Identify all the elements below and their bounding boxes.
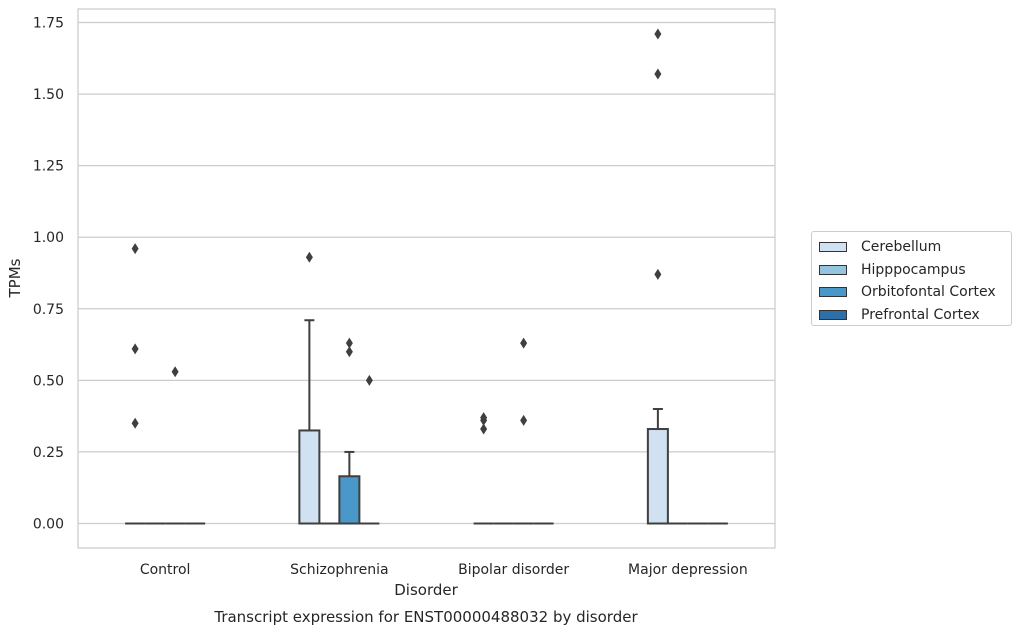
outlier-point	[654, 68, 662, 80]
y-axis-label: TPMs	[6, 258, 24, 298]
outlier-point	[171, 366, 179, 378]
y-tick-label: 1.00	[33, 230, 64, 246]
box-cerebellum	[473, 412, 494, 525]
legend-label: Hipppocampus	[861, 261, 966, 278]
y-tick-label: 0.75	[33, 302, 64, 318]
outlier-point	[480, 414, 488, 426]
grid-lines	[78, 21, 775, 525]
legend-item: Hipppocampus	[818, 259, 1005, 282]
box-body	[646, 428, 669, 525]
x-tick-label: Bipolar disorder	[458, 562, 569, 578]
legend: Cerebellum Hipppocampus Orbitofontal Corte…	[811, 231, 1012, 326]
box-body	[298, 429, 321, 525]
outlier-point	[654, 28, 662, 40]
legend-swatch	[819, 264, 847, 275]
outlier-point	[305, 251, 313, 263]
box-cerebellum	[646, 28, 669, 525]
y-tick-label: 1.75	[33, 16, 64, 32]
legend-label: Orbitofontal Cortex	[861, 284, 996, 301]
box-cerebellum	[298, 251, 321, 525]
x-axis-label: Disorder	[394, 581, 458, 599]
outlier-point	[365, 374, 373, 386]
box-cerebellum	[125, 243, 146, 525]
x-axis-ticks: Control Schizophrenia Bipolar disorder Majo…	[140, 562, 748, 578]
x-tick-label: Schizophrenia	[290, 562, 388, 578]
outlier-point	[520, 337, 528, 349]
box-body	[338, 475, 361, 525]
y-tick-label: 0.50	[33, 373, 64, 389]
chart-caption: Transcript expression for ENST0000048803…	[213, 608, 638, 626]
outlier-point	[345, 346, 353, 358]
y-tick-label: 0.25	[33, 445, 64, 461]
outlier-point	[654, 268, 662, 280]
legend-item: Cerebellum	[818, 236, 1005, 259]
box-orbitofontal-cortex	[338, 337, 361, 525]
outlier-point	[131, 343, 139, 355]
box-plots	[125, 28, 728, 525]
box-orbitofontal-cortex	[513, 337, 534, 525]
outlier-point	[131, 243, 139, 255]
outlier-point	[345, 337, 353, 349]
y-tick-label: 1.25	[33, 159, 64, 175]
outlier-point	[480, 423, 488, 435]
outlier-point	[520, 414, 528, 426]
legend-label: Cerebellum	[861, 239, 942, 256]
y-axis-ticks: 0.00 0.25 0.50 0.75 1.00 1.25 1.50 1.75	[33, 16, 64, 533]
x-tick-label: Control	[140, 562, 191, 578]
legend-item: Orbitofontal Cortex	[818, 281, 1005, 304]
legend-swatch	[819, 242, 847, 253]
legend-label: Prefrontal Cortex	[861, 306, 980, 323]
x-tick-label: Major depression	[628, 562, 748, 578]
legend-swatch	[819, 309, 847, 320]
plot-frame	[77, 8, 776, 549]
legend-swatch	[819, 287, 847, 298]
box-orbitofontal-cortex	[165, 366, 186, 525]
box-prefrontal-cortex	[359, 374, 380, 525]
y-tick-label: 1.50	[33, 87, 64, 103]
legend-item: Prefrontal Cortex	[818, 304, 1005, 327]
outlier-point	[131, 417, 139, 429]
y-tick-label: 0.00	[33, 517, 64, 533]
